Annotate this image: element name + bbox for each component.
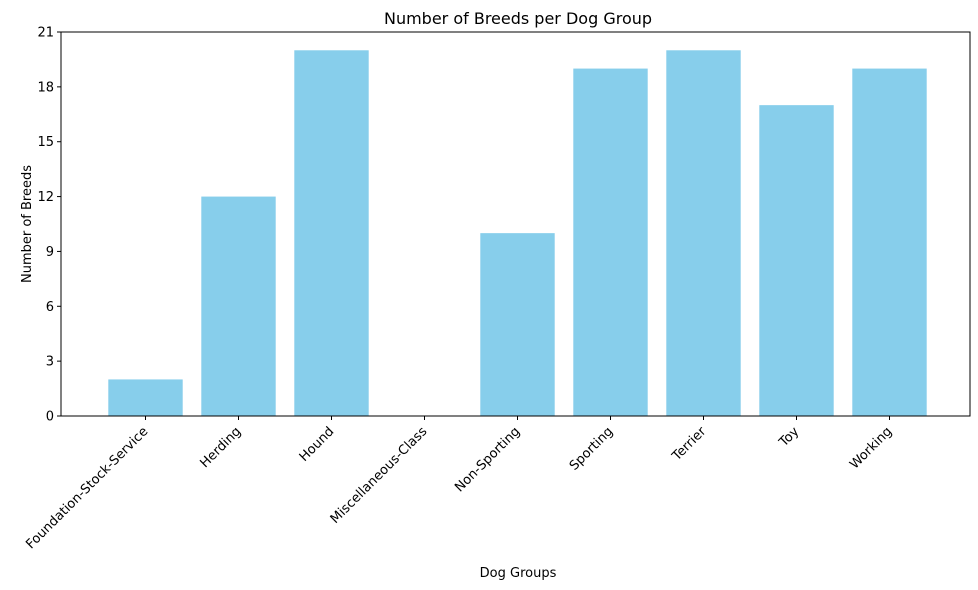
y-tick-label: 3 [46,355,54,370]
y-tick-label: 0 [46,410,54,425]
y-axis-label: Number of Breeds [20,165,35,283]
x-tick-label: Foundation-Stock-Service [23,424,151,552]
bar-sporting [573,68,648,417]
bars-group [108,50,927,417]
x-axis-label: Dog Groups [480,566,557,581]
bar-foundation-stock-service [108,379,183,416]
x-axis: Foundation-Stock-Service Herding HoundMisc… [23,416,895,552]
bar-non-sporting [480,233,555,416]
chart-title: Number of Breeds per Dog Group [384,9,652,28]
x-tick-label: Non-Sporting [452,424,523,495]
y-tick-label: 15 [37,135,54,150]
plot-frame [60,31,971,417]
y-tick-label: 9 [46,245,54,260]
x-tick-label: Sporting [567,424,617,474]
x-tick-label: Terrier [669,424,710,465]
x-tick-label: Hound [297,424,338,465]
x-tick-label: Miscellaneous-Class [328,424,431,527]
x-tick-label: Herding [197,424,244,471]
x-tick-label: Toy [776,424,803,451]
y-tick-label: 12 [37,190,54,205]
bar-toy [759,105,834,417]
x-tick-label: Working [847,424,895,472]
y-tick-label: 18 [37,80,54,95]
y-axis: 0 3 6 9 12 15 18 21 [37,26,61,425]
y-tick-label: 6 [46,300,54,315]
y-tick-label: 21 [37,26,54,41]
bar-terrier [666,50,741,417]
bar-working [852,68,927,417]
bar-hound [294,50,369,417]
bar-herding [201,196,276,416]
